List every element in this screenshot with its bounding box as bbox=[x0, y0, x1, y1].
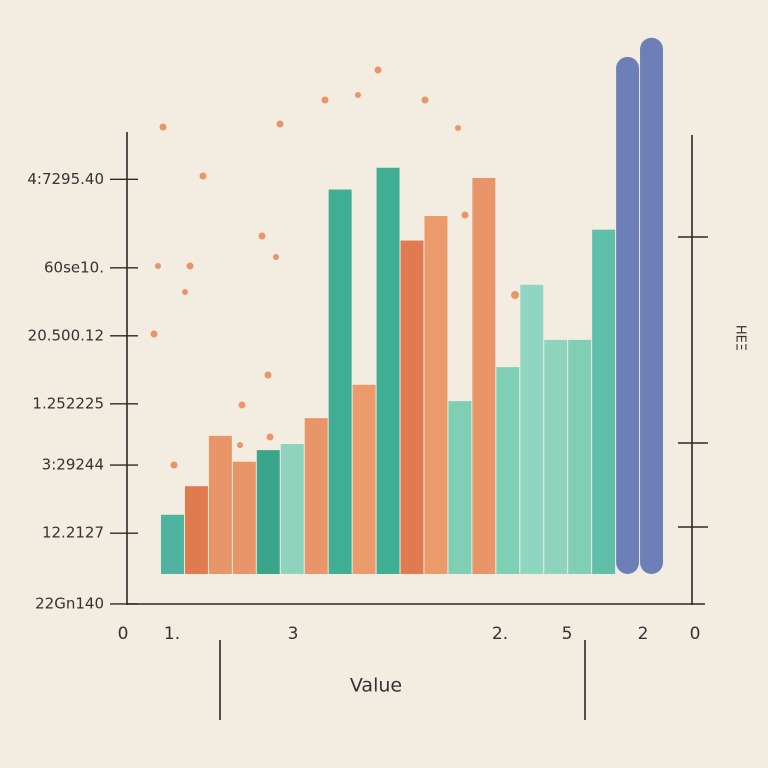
x-tick-label: 2 bbox=[638, 624, 649, 644]
bar bbox=[400, 240, 424, 574]
y-tick-label: 1.252225 bbox=[32, 394, 104, 412]
bar bbox=[448, 401, 472, 574]
bar bbox=[352, 384, 376, 574]
bar bbox=[496, 367, 520, 574]
bar bbox=[304, 418, 328, 574]
x-tick-label: 1. bbox=[164, 624, 180, 644]
y-tick-label: 22Gn140 bbox=[35, 594, 104, 612]
y-tick-label: 12.2127 bbox=[42, 524, 104, 542]
x-tick-label: 2. bbox=[492, 624, 508, 644]
bar bbox=[280, 444, 304, 574]
bar bbox=[376, 167, 400, 574]
x-tick-label: 3 bbox=[288, 624, 299, 644]
y-tick-label: 20.500.12 bbox=[28, 326, 104, 344]
bar bbox=[472, 177, 496, 574]
bar bbox=[520, 284, 544, 574]
bar bbox=[256, 450, 280, 574]
bar bbox=[568, 339, 592, 574]
bar bbox=[592, 229, 616, 574]
x-tick-label: 0 bbox=[690, 624, 701, 644]
bar bbox=[208, 435, 232, 574]
x-tick-label: 5 bbox=[562, 624, 573, 644]
bar bbox=[328, 189, 352, 574]
y-tick-label: 4:7295.40 bbox=[27, 170, 104, 188]
bar bbox=[161, 514, 184, 574]
bar bbox=[232, 461, 256, 574]
y2-axis-label: HEΞ bbox=[733, 325, 748, 351]
decoration bbox=[126, 66, 708, 720]
bar bbox=[616, 56, 640, 574]
y-tick-label: 3:29244 bbox=[42, 456, 104, 474]
bar bbox=[544, 339, 568, 574]
bar bbox=[184, 486, 208, 574]
x-axis-label: Value bbox=[350, 675, 402, 697]
y-tick-label: 60se10. bbox=[44, 258, 104, 276]
x-tick-label: 0 bbox=[118, 624, 129, 644]
bar bbox=[640, 37, 663, 574]
bar bbox=[424, 216, 448, 574]
